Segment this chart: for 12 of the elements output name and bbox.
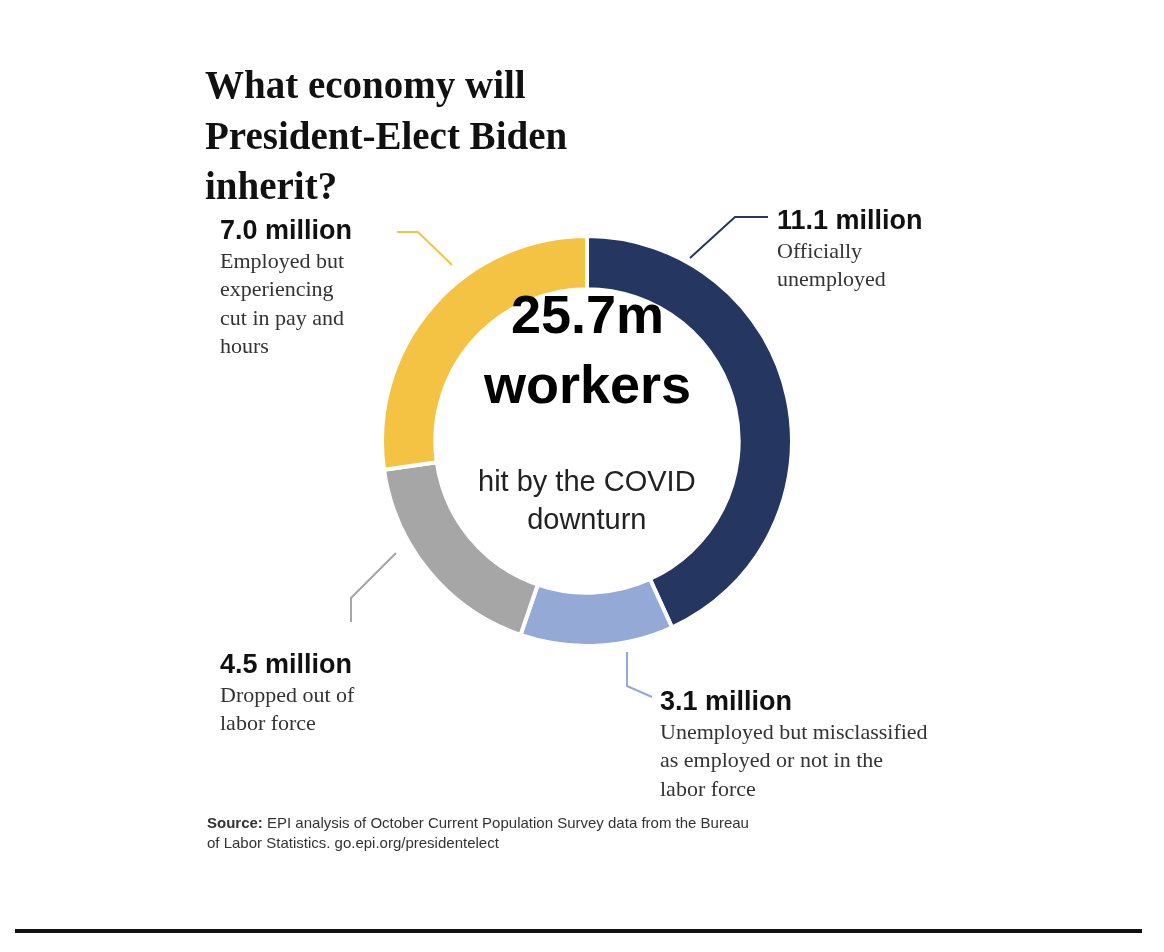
- slice-label: Unemployed but misclassified as employed or not in the labor force: [660, 718, 928, 801]
- source-note: Source: EPI analysis of October Current Population Survey data from the Bureau of Labor Statistics. go.epi.org/presidentelect: [207, 814, 749, 851]
- data-label: 11.1 million: [777, 205, 923, 235]
- slice-label: Officially unemployed: [777, 237, 886, 292]
- data-label: 3.1 million: [660, 686, 793, 716]
- text: 25.7m workers: [483, 284, 692, 415]
- chart-title: What economy will President-Elect Biden inherit?: [205, 63, 568, 208]
- slice-label: Dropped out of labor force: [220, 681, 356, 736]
- slice-label: Employed but experiencing cut in pay and hours: [220, 247, 345, 359]
- data-label: 4.5 million: [220, 649, 353, 679]
- text: hit by the COVID downturn: [478, 465, 696, 535]
- data-label: 7.0 million: [220, 215, 353, 245]
